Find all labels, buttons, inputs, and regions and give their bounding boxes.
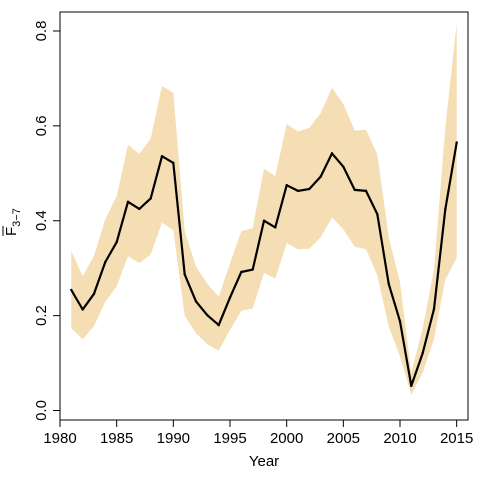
data-point (217, 323, 220, 327)
data-point (376, 212, 379, 216)
data-point (92, 292, 96, 296)
data-point (455, 141, 458, 144)
x-tick-label: 1990 (157, 430, 190, 447)
data-point (160, 155, 164, 158)
y-axis-title-main: F (3, 227, 20, 236)
data-point (104, 260, 107, 264)
y-tick-label: 0.8 (33, 21, 50, 42)
data-point (115, 240, 118, 244)
plot-frame (59, 11, 469, 421)
data-point (138, 207, 141, 211)
x-tick-label: 1995 (213, 430, 246, 447)
data-point (444, 208, 447, 211)
data-point (432, 307, 436, 311)
y-axis-title-text: F3−7 (3, 208, 23, 236)
y-tick-label: 0.6 (33, 115, 50, 136)
data-point (398, 320, 402, 323)
data-point (364, 189, 368, 193)
data-point (330, 152, 334, 155)
data-point (274, 226, 277, 229)
y-tick-label: 0.2 (33, 305, 50, 326)
data-point (353, 188, 356, 192)
x-tick-label: 2015 (440, 430, 473, 447)
data-point (126, 200, 130, 203)
data-point (308, 187, 311, 191)
data-point (228, 296, 232, 299)
data-point (342, 165, 345, 168)
data-point (410, 384, 413, 388)
confidence-band (71, 22, 457, 395)
data-point (194, 300, 198, 303)
x-tick-label: 2005 (327, 430, 360, 447)
data-point (262, 219, 266, 222)
data-point (172, 161, 175, 165)
data-point (285, 183, 288, 187)
data-point (319, 175, 322, 178)
data-point (387, 282, 390, 286)
data-point (421, 351, 424, 355)
y-tick-label: 0.4 (33, 210, 50, 231)
x-tick-label: 1985 (100, 430, 133, 447)
x-tick-label: 2010 (383, 430, 416, 447)
y-axis-title-subscript: 3−7 (11, 208, 23, 227)
y-tick-label: 0.0 (33, 400, 50, 421)
data-point (296, 189, 300, 193)
y-axis-title: F3−7 (2, 208, 23, 236)
x-axis-title: Year (249, 453, 279, 470)
data-point (183, 273, 186, 276)
data-point (240, 270, 243, 274)
data-point (206, 313, 209, 317)
y-axis: 0.0 0.2 0.4 0.6 0.8 (33, 21, 60, 421)
x-tick-label: 1980 (43, 430, 76, 447)
data-points (70, 141, 458, 388)
data-point (251, 268, 254, 271)
x-axis: 1980 1985 1990 1995 2000 2005 2010 2015 (43, 420, 473, 447)
data-point (149, 197, 152, 200)
data-point (81, 308, 84, 311)
data-point (70, 288, 73, 292)
x-tick-label: 2000 (270, 430, 303, 447)
